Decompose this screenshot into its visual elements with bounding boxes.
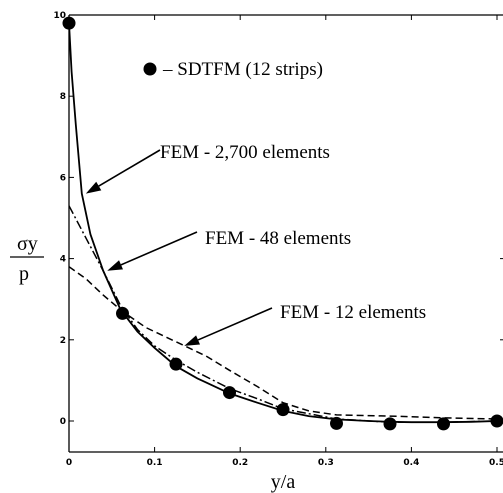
- data-point-sdtfm: [437, 417, 450, 430]
- data-point-sdtfm: [170, 358, 183, 371]
- annotation-arrowhead: [107, 260, 123, 271]
- annotation-fem-12-elements: FEM - 12 elements: [280, 302, 426, 323]
- x-axis-label: y/a: [271, 471, 296, 493]
- x-tick-label: 0.5: [489, 458, 503, 468]
- y-tick-label: 8: [60, 92, 66, 102]
- data-point-sdtfm: [330, 417, 343, 430]
- y-axis-label-denominator: p: [19, 263, 29, 285]
- series-line-fem-12-elements: [69, 267, 497, 419]
- data-point-sdtfm: [384, 417, 397, 430]
- y-tick-label: 2: [60, 336, 66, 346]
- annotation-arrow-line: [99, 150, 160, 186]
- annotation-marker-sdtfm: [144, 63, 157, 76]
- x-tick-label: 0.4: [403, 458, 419, 468]
- x-tick-label: 0.2: [232, 458, 248, 468]
- annotation-fem-2-700-elements: FEM - 2,700 elements: [160, 142, 330, 163]
- y-tick-label: 6: [60, 173, 66, 183]
- annotation-arrow-line: [121, 232, 197, 265]
- annotation-sdtfm: – SDTFM (12 strips): [162, 59, 323, 80]
- annotation-arrowhead: [86, 182, 101, 194]
- annotation-arrowhead: [184, 335, 200, 346]
- y-tick-label: 0: [60, 417, 66, 427]
- annotation-arrow-line: [198, 308, 272, 340]
- data-point-sdtfm: [116, 307, 129, 320]
- data-point-sdtfm: [491, 415, 503, 428]
- x-tick-label: 0.1: [147, 458, 163, 468]
- series-line-fem-2-700-elements: [69, 23, 497, 422]
- y-tick-label: 4: [60, 255, 66, 265]
- data-point-sdtfm: [223, 386, 236, 399]
- x-tick-label: 0: [66, 458, 72, 468]
- x-tick-label: 0.3: [318, 458, 334, 468]
- data-point-sdtfm: [277, 403, 290, 416]
- annotation-fem-48-elements: FEM - 48 elements: [205, 228, 351, 249]
- y-axis-label-numerator: σy: [17, 233, 38, 255]
- data-point-sdtfm: [63, 17, 76, 30]
